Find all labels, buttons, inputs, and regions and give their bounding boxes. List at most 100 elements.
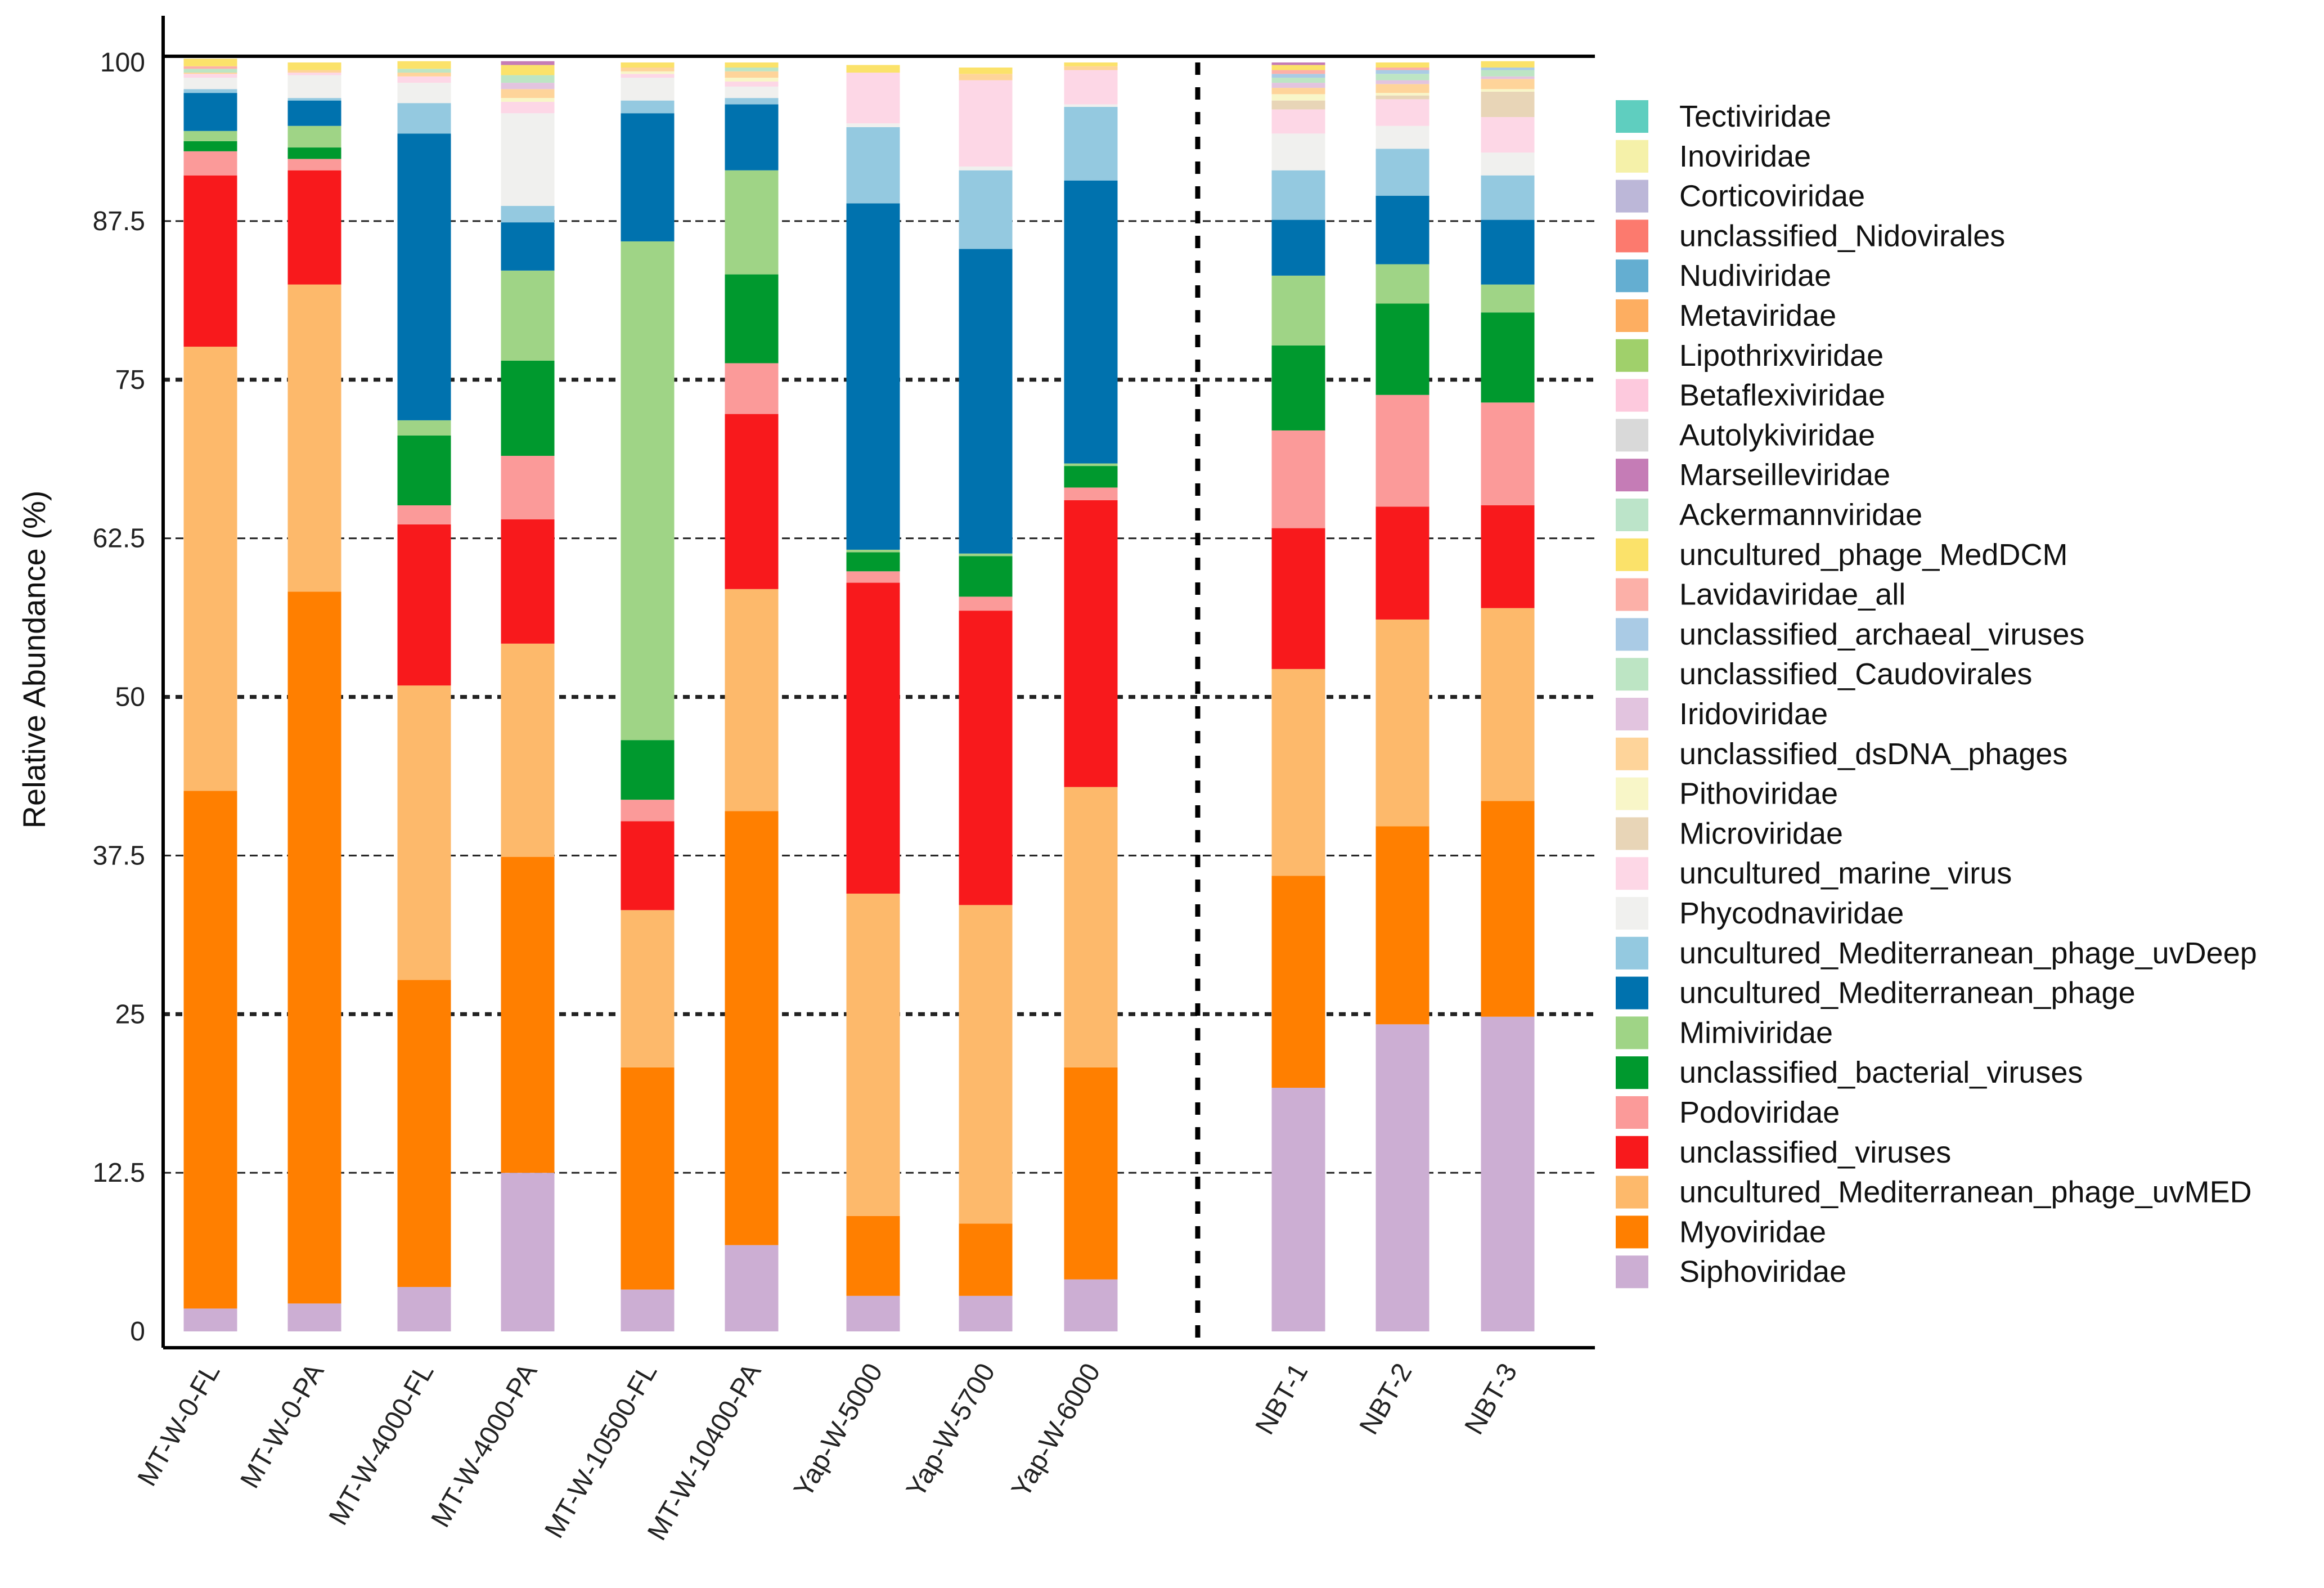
legend-swatch <box>1616 379 1648 412</box>
legend-swatch <box>1616 1096 1648 1129</box>
bar-segment <box>287 70 341 73</box>
bar-segment <box>846 549 900 553</box>
legend-swatch <box>1616 1255 1648 1289</box>
axes <box>161 16 1595 1349</box>
x-tick-label: MT-W-0-FL <box>132 1358 226 1491</box>
bar-segment <box>397 69 451 73</box>
bar-segment <box>1064 787 1118 1067</box>
legend-item: uncultured_Mediterranean_phage_uvDeep <box>1616 936 2257 970</box>
legend-label: unclassified_dsDNA_phages <box>1679 737 2067 771</box>
legend-label: Metaviridae <box>1679 299 1836 333</box>
bar-stack-Yap-W-5700 <box>959 68 1013 1331</box>
bar-segment <box>397 73 451 77</box>
bar-segment <box>1481 79 1535 89</box>
bar-segment <box>1481 312 1535 403</box>
bar-segment <box>287 62 341 70</box>
legend-item: unclassified_bacterial_viruses <box>1616 1056 2083 1089</box>
bar-segment <box>397 980 451 1288</box>
bar-segment <box>846 127 900 204</box>
legend-label: Iridoviridae <box>1679 697 1828 731</box>
bar-segment <box>621 1289 675 1331</box>
legend-label: Ackermannviridae <box>1679 498 1922 532</box>
bar-segment <box>1064 104 1118 107</box>
legend-item: uncultured_Mediterranean_phage_uvMED <box>1616 1176 2252 1209</box>
bar-stack-MT-W-10500-FL <box>621 62 675 1331</box>
bar-segment <box>959 611 1013 905</box>
bar-segment <box>287 284 341 592</box>
y-tick-label: 87.5 <box>93 207 145 236</box>
bar-segment <box>183 69 237 73</box>
bar-segment <box>1064 463 1118 466</box>
bar-segment <box>846 73 900 124</box>
bar-segment <box>1375 826 1430 1025</box>
bar-segment <box>183 791 237 1309</box>
legend-item: uncultured_phage_MedDCM <box>1616 538 2067 572</box>
bar-segment <box>183 66 237 69</box>
x-tick-label: MT-W-4000-PA <box>425 1358 543 1532</box>
legend-swatch <box>1616 299 1648 332</box>
bar-segment <box>1064 106 1118 181</box>
legend-item: Podoviridae <box>1616 1096 1840 1129</box>
legend-item: Microviridae <box>1616 817 1843 850</box>
bar-segment <box>397 435 451 505</box>
bar-segment <box>1481 219 1535 285</box>
bar-segment <box>621 74 675 78</box>
bar-segment <box>183 151 237 176</box>
bar-segment <box>959 68 1013 74</box>
x-tick-label: NBT-2 <box>1354 1358 1418 1439</box>
legend-label: Podoviridae <box>1679 1096 1840 1129</box>
bar-segment <box>287 125 341 148</box>
legend-swatch <box>1616 499 1648 531</box>
y-tick-label: 62.5 <box>93 524 145 554</box>
legend-swatch <box>1616 817 1648 850</box>
y-axis-label: Relative Abundance (%) <box>16 491 52 829</box>
legend-label: Lavidaviridae_all <box>1679 578 1905 612</box>
bar-segment <box>501 89 555 98</box>
bar-segment <box>959 170 1013 249</box>
bar-segment <box>397 685 451 980</box>
bar-segment <box>1271 1088 1325 1331</box>
bar-segment <box>183 78 237 89</box>
legend-swatch <box>1616 339 1648 372</box>
legend-swatch <box>1616 259 1648 293</box>
bar-segment <box>501 205 555 223</box>
legend-swatch <box>1616 857 1648 890</box>
bar-segment <box>1271 430 1325 528</box>
bar-segment <box>725 98 779 105</box>
legend-item: unclassified_Nidovirales <box>1616 219 2005 253</box>
bar-segment <box>501 61 555 65</box>
legend-item: Pithoviridae <box>1616 777 1838 811</box>
x-tick-label: MT-W-10400-PA <box>642 1358 767 1545</box>
bar-stack-MT-W-4000-FL <box>397 61 451 1331</box>
legend-item: Iridoviridae <box>1616 697 1828 731</box>
bar-segment <box>1271 100 1325 110</box>
bar-segment <box>501 222 555 271</box>
bar-segment <box>501 98 555 102</box>
bar-segment <box>621 100 675 114</box>
bar-segment <box>287 73 341 75</box>
legend-item: Marseilleviridae <box>1616 458 1890 492</box>
bar-segment <box>725 81 779 87</box>
bar-segment <box>1375 619 1430 827</box>
legend-item: Lavidaviridae_all <box>1616 578 1905 612</box>
bar-segment <box>621 78 675 101</box>
x-tick-label: NBT-1 <box>1250 1358 1314 1439</box>
bar-segment <box>725 170 779 275</box>
bar-segment <box>846 552 900 572</box>
bar-segment <box>397 420 451 436</box>
legend-label: Microviridae <box>1679 817 1843 850</box>
y-tick-label: 100 <box>100 48 145 78</box>
bar-segment <box>1064 66 1118 70</box>
bar-segment <box>846 1215 900 1296</box>
bar-segment <box>959 553 1013 557</box>
bar-segment <box>1481 175 1535 220</box>
y-tick-label: 37.5 <box>93 841 145 871</box>
x-tick-label: MT-W-10500-FL <box>539 1358 663 1543</box>
bar-segment <box>725 68 779 71</box>
bar-segment <box>1375 1024 1430 1331</box>
bar-segment <box>621 1067 675 1290</box>
bar-segment <box>1375 68 1430 70</box>
y-tick-label: 50 <box>115 683 145 712</box>
legend-item: unclassified_viruses <box>1616 1136 1951 1169</box>
legend-label: unclassified_bacterial_viruses <box>1679 1056 2083 1089</box>
